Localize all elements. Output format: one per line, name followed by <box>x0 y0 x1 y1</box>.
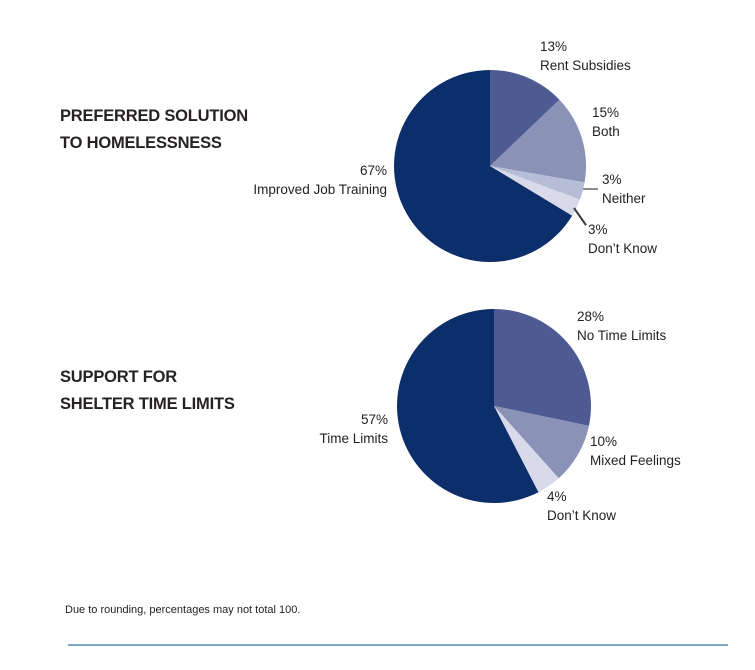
pie-slice-no-time-limits <box>494 309 591 426</box>
slice-name: Neither <box>602 191 646 206</box>
slice-name: Time Limits <box>319 431 388 446</box>
slice-label-mixed-feelings: 10% Mixed Feelings <box>590 432 681 470</box>
slice-pct: 4% <box>547 489 567 504</box>
pie-slice-don-t-know <box>490 166 580 216</box>
slice-label-both: 15% Both <box>592 103 620 141</box>
slice-name: Improved Job Training <box>253 182 387 197</box>
pie-slice-time-limits <box>397 309 539 503</box>
rounding-footnote: Due to rounding, percentages may not tot… <box>65 604 301 616</box>
chart2-title-line1: SUPPORT FOR <box>60 368 177 386</box>
slice-label-no-time-limits: 28% No Time Limits <box>577 307 666 345</box>
slice-label-neither: 3% Neither <box>602 170 646 208</box>
slice-label-dont-know-1: 3% Don’t Know <box>588 220 657 258</box>
pie-slice-mixed-feelings <box>494 406 589 479</box>
slice-pct: 15% <box>592 105 620 120</box>
slice-pct: 28% <box>577 309 605 324</box>
pie-slice-neither <box>490 166 585 200</box>
slice-label-dont-know-2: 4% Don’t Know <box>547 487 616 525</box>
slice-label-rent-subsidies: 13% Rent Subsidies <box>540 37 631 75</box>
pie-slice-don-t-know <box>494 406 559 493</box>
slice-label-improved-job-training: 67% Improved Job Training <box>253 161 387 199</box>
slice-name: Don’t Know <box>588 241 658 256</box>
slice-name: Don’t Know <box>547 508 617 523</box>
slice-name: Both <box>592 124 620 139</box>
divider-rule <box>68 644 728 646</box>
slice-label-time-limits: 57% Time Limits <box>319 410 388 448</box>
chart2-title-line2: SHELTER TIME LIMITS <box>60 395 235 413</box>
pie-slice-rent-subsidies <box>490 70 560 166</box>
slice-name: Mixed Feelings <box>590 453 681 468</box>
slice-pct: 67% <box>359 163 387 178</box>
chart1-title-line1: PREFERRED SOLUTION <box>60 107 248 125</box>
pie-chart-preferred-solution <box>394 70 586 262</box>
slice-pct: 3% <box>588 222 608 237</box>
chart1-title-line2: TO HOMELESSNESS <box>60 134 222 152</box>
slice-pct: 3% <box>602 172 622 187</box>
slice-pct: 13% <box>540 39 568 54</box>
slice-name: No Time Limits <box>577 328 667 343</box>
slice-pct: 10% <box>590 434 618 449</box>
slice-name: Rent Subsidies <box>540 58 631 73</box>
pie-slice-improved-job-training <box>394 70 573 262</box>
leader-line-neither <box>583 188 598 190</box>
slice-pct: 57% <box>360 412 388 427</box>
pie-chart-shelter-time-limits <box>397 309 591 503</box>
pie-slice-both <box>490 99 586 183</box>
